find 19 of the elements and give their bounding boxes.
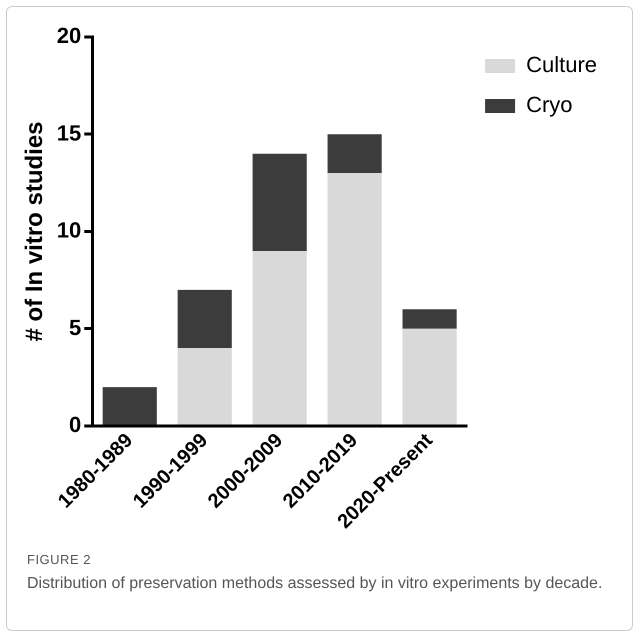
caption: FIGURE 2 [27,552,92,567]
bar [328,134,382,174]
y-axis-title: # of In vitro studies [21,121,48,342]
text: Distribution of preservation methods assessed by in vitro experiments by decade. [27,574,604,594]
bar [178,290,232,348]
bar [178,348,232,424]
y-tick-label: 0 [69,412,82,438]
y-tick-label: 15 [56,120,82,146]
y-tick-label: 20 [56,23,82,48]
bar [252,154,307,251]
bar [402,309,457,329]
y-tick-label: 10 [56,218,82,243]
bar [102,387,157,424]
legend-label: Cryo [526,92,573,118]
bar [402,328,457,424]
bar [252,250,307,424]
legend-label: Culture [526,52,597,78]
bar [328,173,382,424]
y-tick-label: 5 [69,314,82,340]
